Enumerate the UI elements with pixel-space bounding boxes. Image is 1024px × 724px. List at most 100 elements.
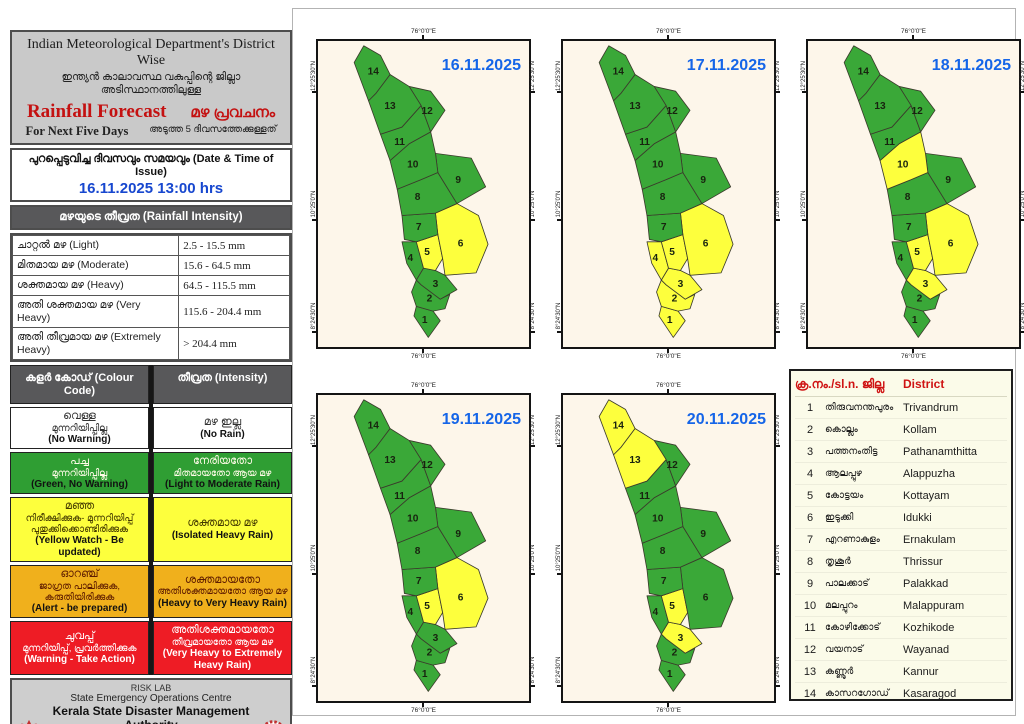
district-name-malayalam: ആലപ്പുഴ [825, 468, 862, 479]
district-shape-14 [353, 399, 391, 456]
axis-tick [557, 91, 563, 93]
warning-text-line: പച്ച [70, 454, 89, 467]
axis-tick [529, 685, 535, 687]
district-shape-6 [925, 203, 979, 276]
longitude-label-top: 76°0'0"E [901, 28, 926, 35]
axis-tick [1019, 219, 1024, 221]
district-number-8: 8 [905, 192, 911, 203]
district-table-row: 6 ഇടുക്കി Idukki [795, 507, 1007, 529]
district-name-english: Alappuzha [903, 467, 955, 480]
axis-tick [312, 573, 318, 575]
kerala-government-emblem-icon [14, 718, 44, 724]
district-number-7: 7 [661, 576, 667, 587]
district-name-english: Thrissur [903, 555, 943, 568]
district-name-english: Kottayam [903, 489, 950, 502]
intensity-label: ചാറ്റൽ മഴ (Light) [11, 235, 180, 256]
map-date-label: 18.11.2025 [931, 57, 1011, 74]
maps-panel: ക്ര.നം./sl.n. ജില്ല District 1 തിരുവനന്തപ… [292, 8, 1024, 716]
warning-text-line: (No Rain) [200, 428, 245, 440]
district-serial-number: 3 [806, 445, 814, 458]
issue-datetime: 16.11.2025 13:00 hrs [78, 180, 224, 197]
intensity-range: 15.6 - 64.5 mm [178, 255, 290, 276]
axis-tick [802, 219, 808, 221]
district-shape-3 [415, 267, 458, 300]
axis-tick [774, 331, 780, 333]
district-shape-4 [646, 241, 669, 281]
warning-text-line: (Isolated Heavy Rain) [171, 530, 274, 541]
district-number-9: 9 [945, 175, 951, 186]
district-serial-number: 6 [806, 511, 814, 524]
district-number-12: 12 [421, 460, 433, 471]
warning-green-right-cell: നേരിയതോ മിതമായതോ ആയ മഴ (Light to Moderate … [153, 451, 292, 494]
district-shape-3 [415, 621, 458, 654]
intensity-range: > 204.4 mm [178, 327, 290, 360]
warning-text-line: വെള്ള [63, 410, 96, 422]
district-number-1: 1 [422, 669, 428, 680]
district-number-3: 3 [433, 279, 439, 290]
warning-yellow-right-cell: ശക്തമായ മഴ (Isolated Heavy Rain) [153, 496, 292, 562]
longitude-label-top: 76°0'0"E [656, 382, 681, 389]
district-table-row: 3 പത്തനംതിട്ട Pathanamthitta [795, 441, 1007, 463]
district-shape-4 [646, 595, 669, 635]
warning-text-line: മഞ്ഞ [64, 499, 95, 512]
district-number-7: 7 [906, 222, 912, 233]
axis-tick [774, 445, 780, 447]
district-table-row: 10 മലപ്പുറം Malappuram [795, 595, 1007, 617]
district-table-row: 4 ആലപ്പുഴ Alappuzha [795, 463, 1007, 485]
district-table-header: ക്ര.നം./sl.n. ജില്ല District [795, 372, 1007, 397]
axis-tick [667, 35, 669, 41]
district-number-10: 10 [407, 514, 419, 525]
district-number-13: 13 [874, 101, 886, 112]
district-number-2: 2 [427, 648, 433, 659]
warning-yellow-left-cell: മഞ്ഞ നിരീക്ഷിക്കുക- മുന്നറിയിപ്പ് പുതുക്കി… [10, 496, 149, 562]
warning-text-line: (No Warning) [48, 434, 111, 446]
title-english: Indian Meteorological Department's Distr… [27, 37, 275, 68]
district-number-2: 2 [427, 294, 433, 305]
district-number-2: 2 [672, 648, 678, 659]
warning-text-line: മുന്നറിയിപ്പില്ല [51, 422, 108, 434]
axis-tick [557, 219, 563, 221]
axis-tick [312, 685, 318, 687]
district-serial-number: 14 [803, 687, 817, 700]
warning-text-line: (Very Heavy to Extremely Heavy Rain) [162, 648, 283, 672]
district-number-12: 12 [911, 106, 923, 117]
district-name-english: Idukki [903, 511, 932, 524]
axis-tick [422, 389, 424, 395]
warning-text-line: (Green, No Warning) [31, 479, 128, 491]
district-serial-number: 7 [806, 533, 814, 546]
district-number-9: 9 [455, 175, 461, 186]
district-number-1: 1 [667, 669, 673, 680]
district-number-10: 10 [407, 160, 419, 171]
axis-tick [557, 573, 563, 575]
district-table-row: 5 കോട്ടയം Kottayam [795, 485, 1007, 507]
axis-tick [422, 701, 424, 707]
axis-tick [529, 573, 535, 575]
map-20.11.2025: 20.11.2025 76°0'0"E 76°0'0"E 12°25'30"N 12°2… [556, 382, 781, 714]
forecast-title-malayalam: മഴ പ്രവചനം [190, 104, 276, 121]
warning-text-line: ശക്തമായ മഴ [187, 517, 258, 530]
district-number-6: 6 [703, 593, 709, 604]
district-number-7: 7 [661, 222, 667, 233]
district-table-header-malayalam: ക്ര.നം./sl.n. ജില്ല [795, 376, 885, 391]
warning-red-right-cell: അതിശക്തമായതോ തീവ്രമായതോ ആയ മഴ (Very Heavy … [153, 621, 292, 675]
intensity-range: 64.5 - 115.5 mm [178, 275, 290, 296]
district-number-11: 11 [639, 137, 650, 148]
district-table-row: 11 കോഴിക്കോട് Kozhikode [795, 617, 1007, 639]
district-name-english: Wayanad [903, 643, 950, 656]
district-number-5: 5 [669, 247, 675, 258]
warning-text-line: ഓറഞ്ച് [60, 567, 99, 580]
district-shape-4 [891, 241, 914, 281]
footer-seoc: State Emergency Operations Centre [70, 692, 232, 704]
axis-tick [557, 331, 563, 333]
axis-tick [557, 445, 563, 447]
district-table-row: 9 പാലക്കാട് Palakkad [795, 573, 1007, 595]
map-date-label: 20.11.2025 [686, 411, 766, 428]
warning-white-left-cell: വെള്ള മുന്നറിയിപ്പില്ല (No Warning) [10, 407, 149, 449]
axis-tick [1019, 331, 1024, 333]
district-number-7: 7 [416, 222, 422, 233]
district-number-10: 10 [897, 160, 909, 171]
longitude-label-bottom: 76°0'0"E [411, 353, 436, 360]
